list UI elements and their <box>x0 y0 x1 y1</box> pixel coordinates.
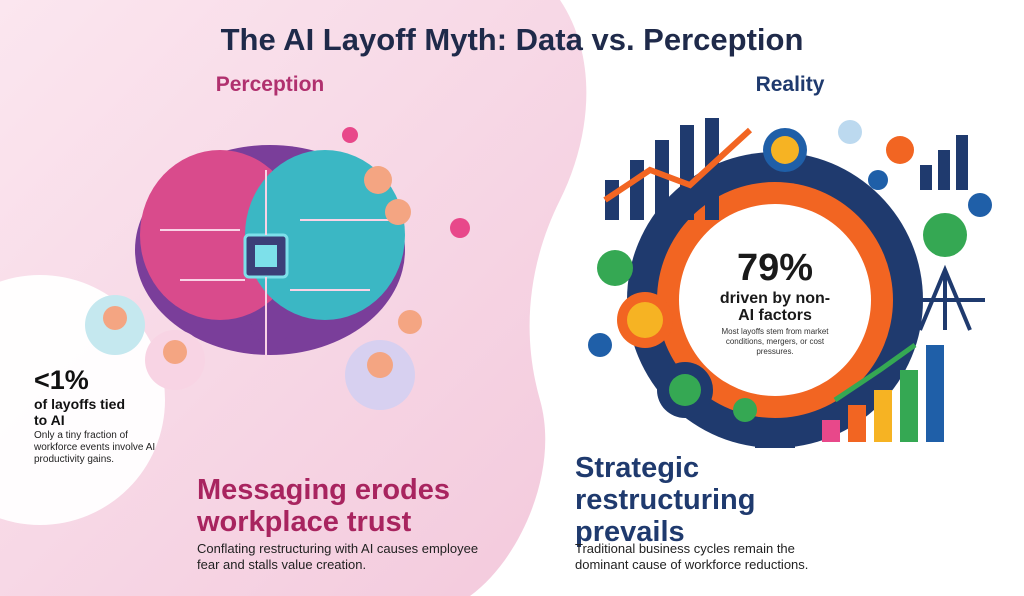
headline: Strategic restructuring prevails <box>575 452 756 548</box>
bar-decor-shape <box>926 345 944 442</box>
stat-note: Only a tiny fraction of workforce events… <box>34 430 156 465</box>
icons-shape <box>838 120 862 144</box>
question-marks-shape <box>342 127 358 143</box>
people-shape <box>163 340 187 364</box>
stat-label: driven by non-AI factors <box>719 290 831 324</box>
people <box>85 166 422 410</box>
icons-shape <box>968 193 992 217</box>
icons-shape <box>588 333 612 357</box>
bar-decor-shape <box>956 135 968 190</box>
icons-shape <box>905 264 985 331</box>
icons-shape <box>669 374 701 406</box>
bar-decor-shape <box>920 165 932 190</box>
bar-decor-shape <box>655 140 669 220</box>
bar-decor-shape <box>900 370 918 442</box>
gear-shape <box>755 440 795 448</box>
gear <box>627 152 923 448</box>
people-shape <box>103 306 127 330</box>
bar-decor <box>603 118 968 442</box>
brain-shape <box>255 245 277 267</box>
brain <box>135 145 405 360</box>
stat-value: <1% <box>34 365 89 395</box>
bar-decor-shape <box>705 118 719 220</box>
bar-decor-shape <box>874 390 892 442</box>
body-text: Conflating restructuring with AI causes … <box>197 541 479 572</box>
people-shape <box>367 352 393 378</box>
bar-decor-shape <box>938 150 950 190</box>
icons-shape <box>923 213 967 257</box>
people-shape <box>364 166 392 194</box>
people-shape <box>398 310 422 334</box>
bar-decor-shape <box>848 405 866 442</box>
stat-label: of layoffs tied to AI <box>34 396 126 428</box>
brain-shape <box>250 320 295 350</box>
people-shape <box>385 199 411 225</box>
panel-heading: Reality <box>755 73 825 96</box>
stat-value: 79% <box>736 247 814 289</box>
bar-decor-shape <box>680 125 694 220</box>
page-title: The AI Layoff Myth: Data vs. Perception <box>220 22 804 57</box>
icons-shape <box>868 170 888 190</box>
gear-shape <box>679 204 871 396</box>
body-text: Traditional business cycles remain the d… <box>575 541 809 572</box>
stat-note: Most layoffs stem from market conditions… <box>721 327 829 356</box>
question-marks <box>342 127 470 238</box>
bar-decor-shape <box>603 127 753 203</box>
question-marks-shape <box>450 218 470 238</box>
bar-decor-shape <box>833 342 917 403</box>
bar-decor-shape <box>822 420 840 442</box>
icons <box>588 120 992 422</box>
icons-shape <box>627 302 663 338</box>
icons-shape <box>597 250 633 286</box>
headline: Messaging erodes workplace trust <box>197 474 451 538</box>
panel-heading: Perception <box>215 73 325 96</box>
icons-shape <box>733 398 757 422</box>
brain-shape <box>160 170 390 360</box>
bar-decor-shape <box>630 160 644 220</box>
icons-shape <box>886 136 914 164</box>
icons-shape <box>771 136 799 164</box>
